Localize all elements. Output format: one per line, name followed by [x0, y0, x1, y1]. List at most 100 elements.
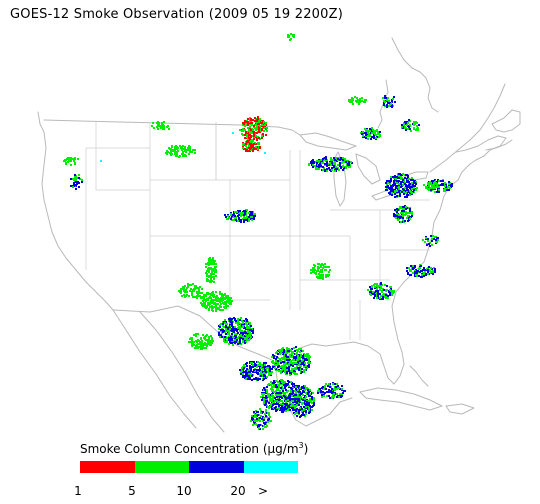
smoke-pixel	[289, 393, 291, 395]
smoke-pixel	[266, 130, 268, 132]
smoke-pixel	[214, 267, 216, 269]
smoke-pixel	[215, 263, 217, 265]
smoke-pixel	[235, 322, 237, 324]
smoke-pixel	[100, 160, 102, 162]
smoke-pixel	[403, 191, 405, 193]
smoke-pixel	[276, 400, 278, 402]
smoke-pixel	[226, 341, 228, 343]
smoke-pixel	[404, 196, 406, 198]
smoke-pixel	[279, 390, 281, 392]
hispaniola	[445, 403, 475, 415]
smoke-pixel	[395, 185, 397, 187]
smoke-pixel	[290, 356, 292, 358]
smoke-pixel	[210, 275, 212, 277]
smoke-pixel	[325, 274, 327, 276]
smoke-pixel	[392, 290, 394, 292]
smoke-pixel	[405, 185, 407, 187]
smoke-pixel	[409, 218, 411, 220]
smoke-pixel	[324, 266, 326, 268]
smoke-pixel	[195, 335, 197, 337]
smoke-pixel	[267, 406, 269, 408]
smoke-pixel	[415, 274, 417, 276]
smoke-pixel	[280, 370, 282, 372]
smoke-pixel	[220, 329, 222, 331]
legend-tick-above: >	[257, 484, 269, 498]
smoke-pixel	[224, 322, 226, 324]
smoke-pixel	[384, 296, 386, 298]
smoke-pixel	[247, 127, 249, 129]
smoke-pixel	[283, 349, 285, 351]
smoke-pixel	[409, 194, 411, 196]
smoke-pixel	[264, 369, 266, 371]
smoke-pixel	[324, 263, 326, 265]
smoke-pixel	[246, 327, 248, 329]
smoke-pixel	[223, 338, 225, 340]
smoke-pixel	[189, 151, 191, 153]
smoke-pixel	[437, 239, 439, 241]
smoke-pixel	[203, 294, 205, 296]
smoke-pixel	[314, 272, 316, 274]
smoke-pixel	[277, 384, 279, 386]
smoke-pixel	[446, 189, 448, 191]
smoke-pixel	[390, 185, 392, 187]
smoke-pixel	[400, 221, 402, 223]
smoke-pixel	[379, 131, 381, 133]
smoke-pixel	[271, 356, 273, 358]
smoke-pixel	[248, 371, 250, 373]
smoke-pixel	[202, 346, 204, 348]
smoke-pixel	[205, 344, 207, 346]
smoke-pixel	[293, 357, 295, 359]
smoke-pixel	[302, 355, 304, 357]
smoke-pixel	[165, 152, 167, 154]
smoke-pixel	[263, 378, 265, 380]
smoke-pixel	[380, 282, 382, 284]
smoke-pixel	[364, 132, 366, 134]
smoke-pixel	[216, 295, 218, 297]
smoke-pixel	[276, 396, 278, 398]
smoke-pixel	[350, 99, 352, 101]
smoke-pixel	[270, 403, 272, 405]
smoke-pixel	[265, 403, 267, 405]
smoke-pixel	[299, 387, 301, 389]
smoke-pixel	[176, 148, 178, 150]
smoke-pixel	[246, 141, 248, 143]
smoke-pixel	[411, 213, 413, 215]
smoke-pixel	[81, 181, 83, 183]
smoke-pixel	[340, 167, 342, 169]
smoke-pixel	[240, 221, 242, 223]
smoke-pixel	[294, 390, 296, 392]
smoke-pixel	[246, 147, 248, 149]
smoke-pixel	[338, 169, 340, 171]
smoke-pixel	[438, 186, 440, 188]
smoke-pixel	[205, 263, 207, 265]
smoke-pixel	[268, 414, 270, 416]
smoke-pixel	[288, 385, 290, 387]
smoke-pixel	[443, 189, 445, 191]
smoke-pixel	[409, 274, 411, 276]
smoke-pixel	[436, 237, 438, 239]
smoke-pixel	[329, 397, 331, 399]
smoke-pixel	[233, 331, 235, 333]
smoke-pixel	[416, 129, 418, 131]
gulf-coastline	[275, 341, 381, 427]
smoke-pixel	[295, 346, 297, 348]
smoke-pixel	[277, 353, 279, 355]
smoke-pixel	[231, 339, 233, 341]
smoke-pixel	[328, 391, 330, 393]
smoke-pixel	[186, 287, 188, 289]
smoke-pixel	[247, 122, 249, 124]
legend-tick-20: 20	[230, 484, 246, 498]
smoke-pixel	[256, 125, 258, 127]
smoke-pixel	[151, 125, 153, 127]
smoke-pixel	[430, 182, 432, 184]
smoke-pixel	[342, 392, 344, 394]
smoke-pixel	[365, 137, 367, 139]
smoke-pixel	[271, 368, 273, 370]
smoke-pixel	[322, 169, 324, 171]
smoke-pixel	[373, 136, 375, 138]
smoke-pixel	[257, 148, 259, 150]
smoke-pixel	[251, 132, 253, 134]
smoke-pixel	[275, 361, 277, 363]
smoke-pixel	[273, 382, 275, 384]
smoke-pixel	[304, 358, 306, 360]
